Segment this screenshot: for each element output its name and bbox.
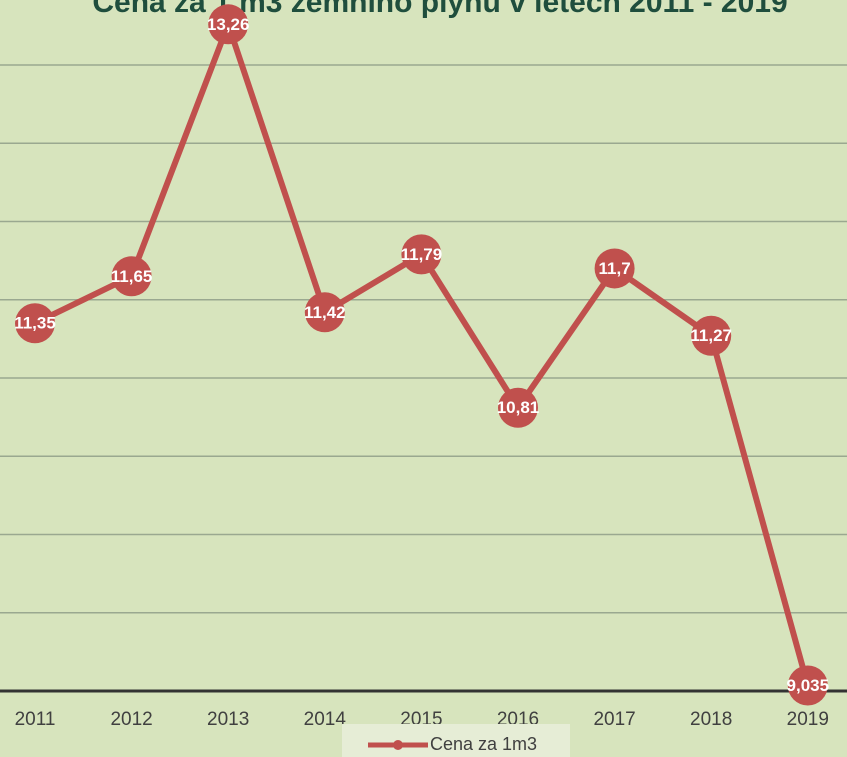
line — [33, 21, 811, 687]
data-label: 13,26 — [207, 15, 250, 34]
marker — [498, 387, 538, 428]
data-label: 11,79 — [401, 245, 443, 264]
marker — [15, 303, 55, 344]
data-label: 11,7 — [599, 259, 631, 278]
legend-marker — [393, 740, 403, 750]
legend-label: Cena za 1m3 — [430, 734, 537, 754]
marker — [401, 234, 442, 275]
x-tick-label: 2012 — [110, 709, 152, 730]
chart-title: Cena za 1 m3 zemního plynu v letech 2011… — [92, 0, 787, 19]
marker — [594, 248, 635, 289]
marker — [691, 315, 732, 356]
x-tick-label: 2013 — [207, 709, 249, 730]
marker — [111, 256, 152, 297]
data-label: 9,035 — [787, 676, 830, 695]
x-tick-label: 2017 — [593, 709, 635, 730]
data-label: 11,42 — [304, 303, 346, 322]
data-label: 11,35 — [14, 314, 56, 333]
marker — [787, 665, 828, 706]
x-tick-label: 2018 — [690, 709, 732, 730]
grid — [0, 64, 847, 693]
marker — [304, 292, 345, 333]
x-tick-label: 2014 — [304, 709, 347, 730]
legend-box — [342, 724, 570, 757]
marker — [208, 4, 249, 45]
x-tick-label: 2019 — [787, 709, 829, 730]
x-tick-label: 2011 — [15, 709, 56, 730]
data-label: 10,81 — [497, 398, 540, 417]
data-label: 11,65 — [111, 267, 153, 286]
data-label: 11,27 — [690, 326, 732, 345]
